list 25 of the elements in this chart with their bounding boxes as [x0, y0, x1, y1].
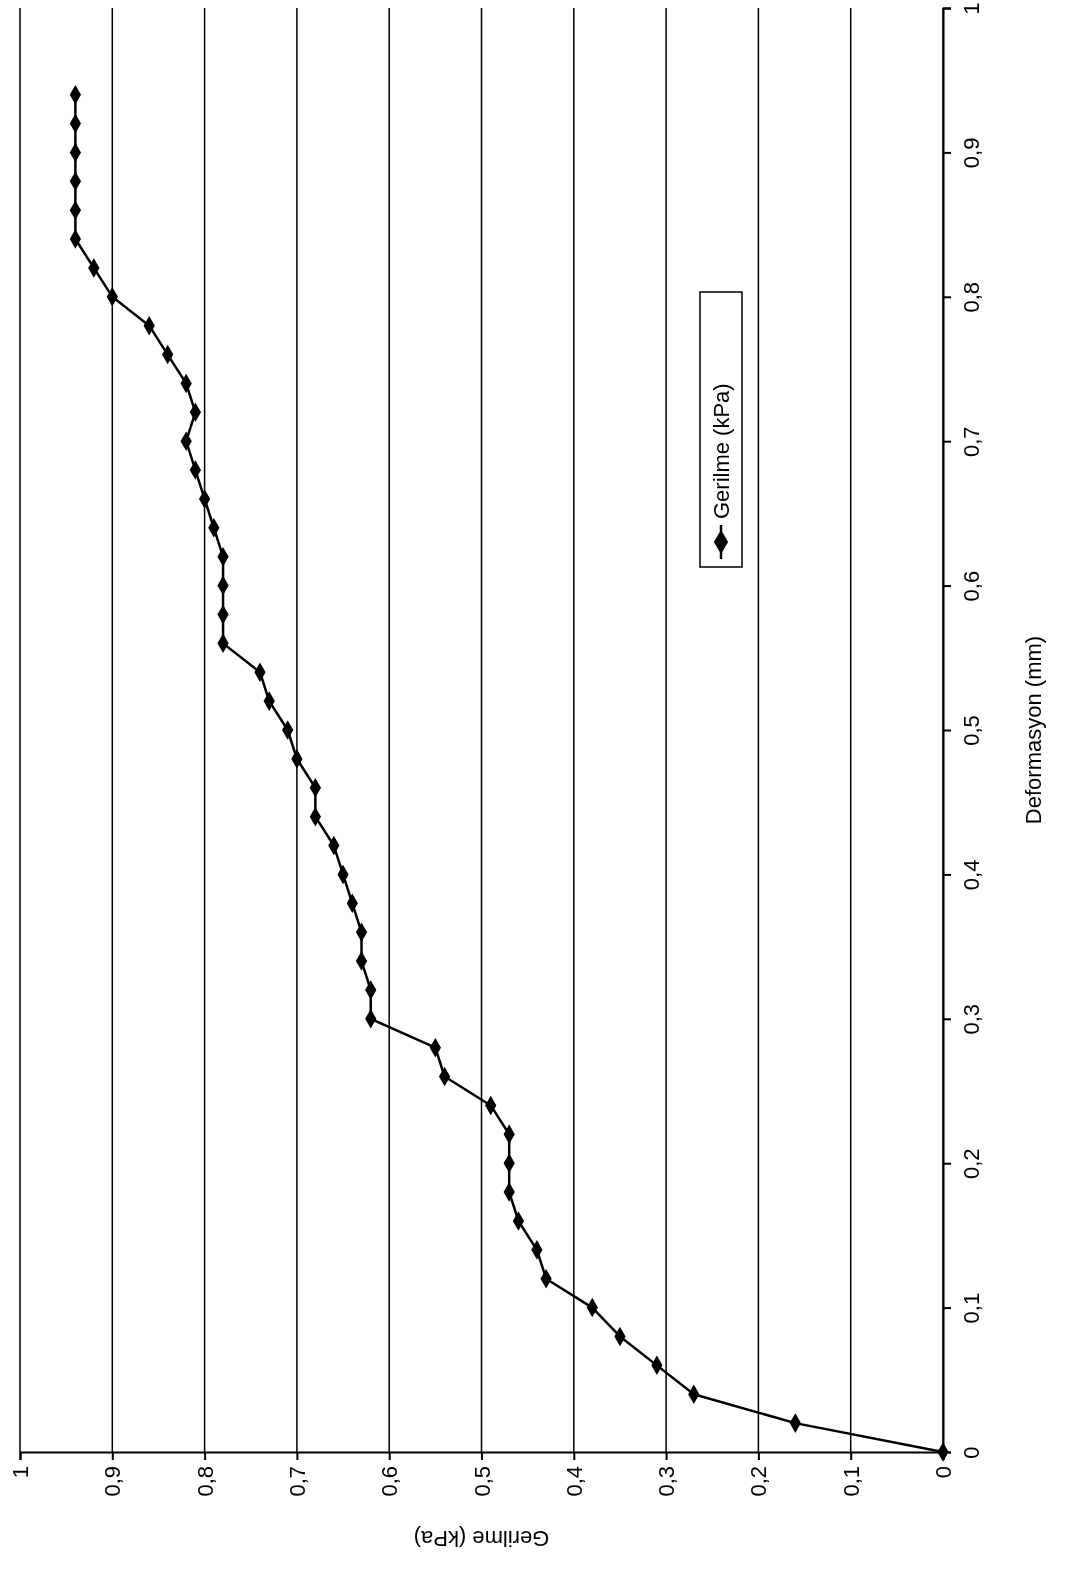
y-tick-label: 0,3 — [958, 1004, 984, 1035]
legend: Gerilme (kPa) — [699, 291, 743, 568]
x-tick-label: 0,8 — [192, 1466, 218, 1497]
y-tick-label: 0,2 — [958, 1148, 984, 1179]
x-tick-label: 1 — [8, 1466, 33, 1479]
x-tick-label: 0,2 — [746, 1466, 772, 1497]
y-tick-label: 0,1 — [958, 1292, 984, 1324]
y-tick-label: 0,5 — [958, 715, 984, 746]
x-tick-label: 0,6 — [377, 1466, 403, 1497]
y-axis-title: Deformasyon (mm) — [1020, 635, 1046, 825]
y-tick-label: 1 — [958, 2, 984, 15]
y-tick-label: 0,9 — [958, 137, 984, 169]
x-tick-label: 0 — [931, 1466, 956, 1479]
x-axis-title: Gerilme (kPa) — [413, 1525, 550, 1551]
x-tick-label: 0,5 — [469, 1466, 495, 1497]
x-tick-label: 0,4 — [561, 1466, 587, 1497]
x-tick-label: 0,7 — [284, 1466, 310, 1497]
y-tick-label: 0 — [958, 1446, 984, 1459]
y-tick-label: 0,8 — [958, 282, 984, 313]
y-tick-label: 0,7 — [958, 426, 984, 457]
x-tick-label: 0,9 — [100, 1466, 126, 1497]
y-tick-label: 0,6 — [958, 570, 984, 602]
x-tick-label: 0,3 — [654, 1466, 680, 1497]
x-tick-label: 0,1 — [838, 1466, 864, 1497]
y-tick-label: 0,4 — [958, 859, 984, 891]
